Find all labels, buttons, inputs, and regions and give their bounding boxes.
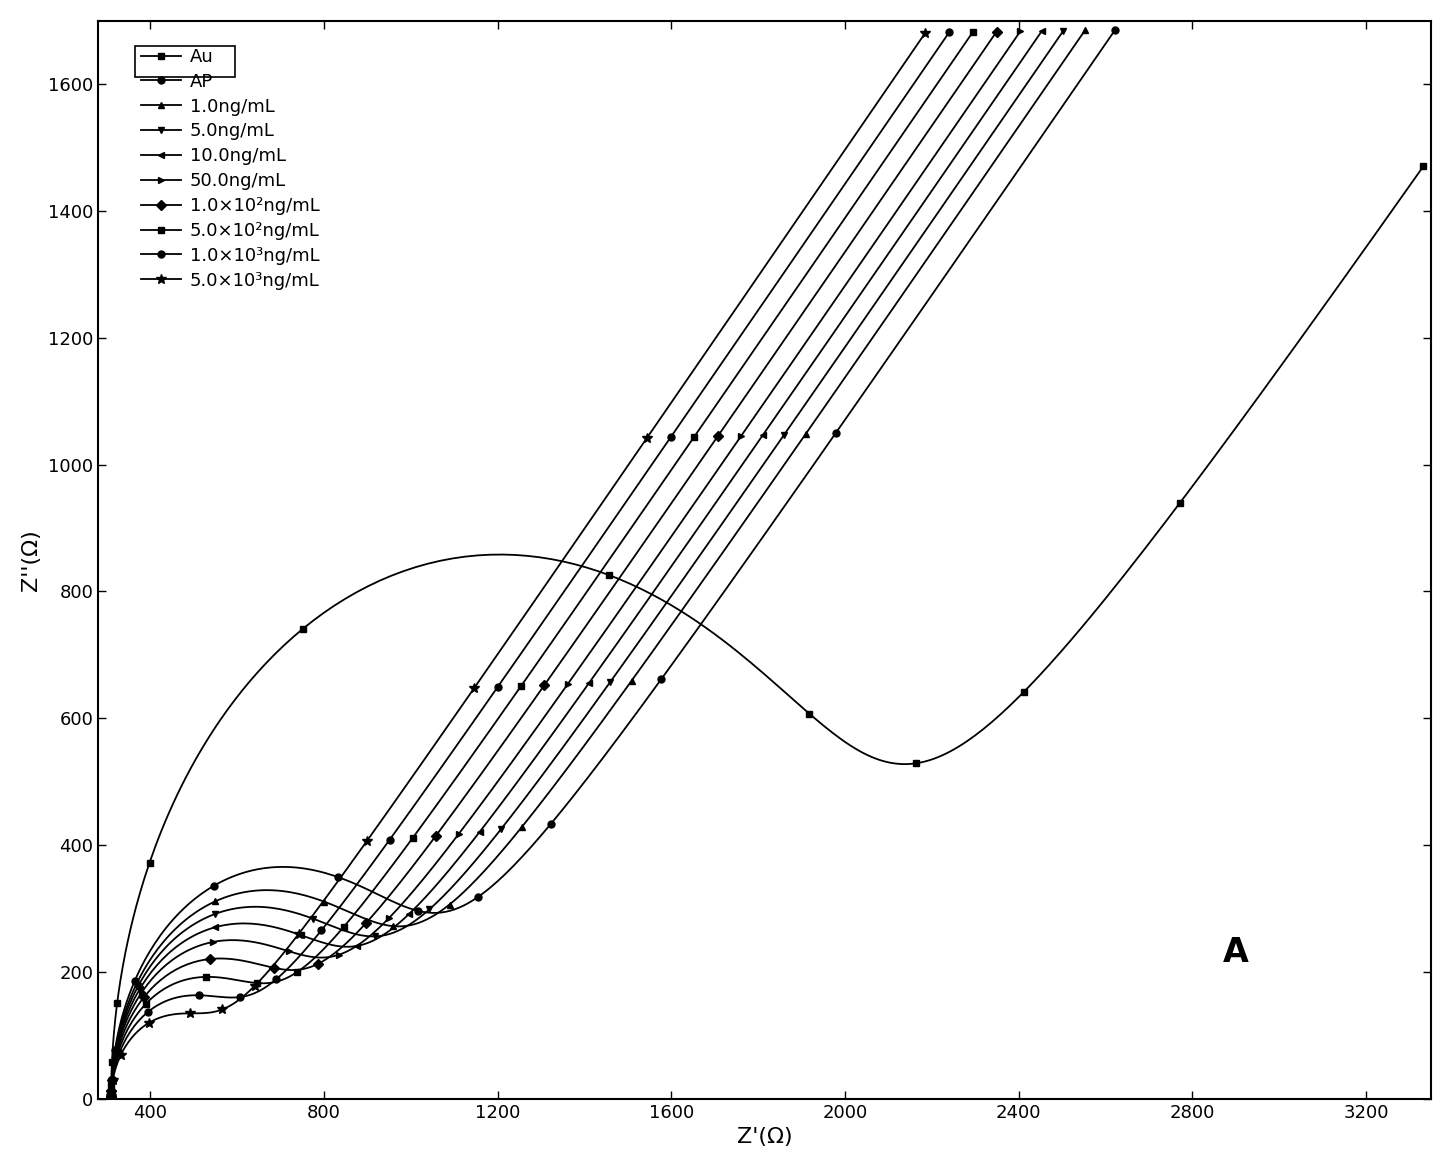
- Y-axis label: Z''(Ω): Z''(Ω): [20, 529, 41, 591]
- Text: A: A: [1223, 937, 1249, 969]
- Legend: Au, AP, 1.0ng/mL, 5.0ng/mL, 10.0ng/mL, 50.0ng/mL, 1.0×10²ng/mL, 5.0×10²ng/mL, 1.: Au, AP, 1.0ng/mL, 5.0ng/mL, 10.0ng/mL, 5…: [134, 41, 327, 297]
- X-axis label: Z'(Ω): Z'(Ω): [736, 1127, 793, 1147]
- FancyBboxPatch shape: [135, 47, 235, 77]
